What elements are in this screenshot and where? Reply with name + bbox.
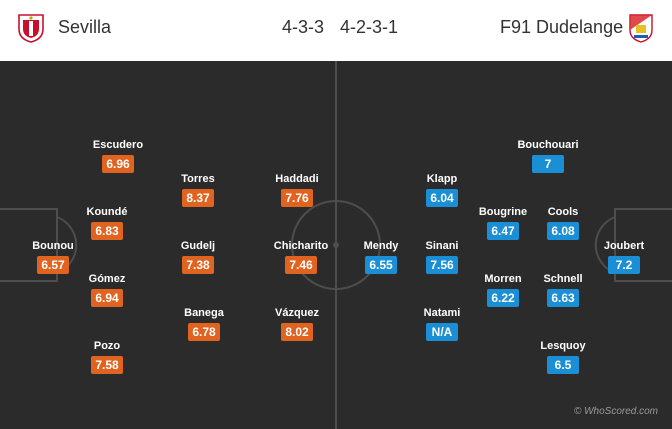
player-name: Vázquez [274,307,319,319]
player-sinani[interactable]: Sinani 7.56 [402,240,482,274]
player-name: Morren [484,273,522,285]
player-rating: 6.78 [188,323,220,341]
player-name: Joubert [603,240,645,252]
player-rating: 7.56 [426,256,458,274]
player-klapp[interactable]: Klapp 6.04 [402,173,482,207]
player-rating: 6.57 [37,256,69,274]
player-rating: 6.5 [547,356,579,374]
player-rating: 6.63 [547,289,579,307]
player-cools[interactable]: Cools 6.08 [523,206,603,240]
player-name: Bouchouari [517,139,579,151]
player-name: Klapp [426,173,458,185]
player-rating: 7.2 [608,256,640,274]
player-torres[interactable]: Torres 8.37 [158,173,238,207]
player-name: Lesquoy [540,340,586,352]
player-rating: 7.58 [91,356,123,374]
player-rating: 6.08 [547,222,579,240]
player-rating: 6.94 [91,289,123,307]
player-name: Haddadi [275,173,319,185]
player-joubert[interactable]: Joubert 7.2 [584,240,664,274]
player-gudelj[interactable]: Gudelj 7.38 [158,240,238,274]
player-name: Koundé [86,206,128,218]
player-name: Gudelj [180,240,216,252]
player-gomez[interactable]: Gómez 6.94 [67,273,147,307]
player-rating: 6.22 [487,289,519,307]
watermark: © WhoScored.com [573,406,658,417]
player-name: Banega [184,307,224,319]
player-name: Mendy [363,240,399,252]
player-natami[interactable]: Natami N/A [402,307,482,341]
player-vazquez[interactable]: Vázquez 8.02 [257,307,337,341]
player-name: Bounou [32,240,74,252]
dudelange-crest-icon [629,14,653,43]
player-name: Pozo [93,340,121,352]
player-bounou[interactable]: Bounou 6.57 [13,240,93,274]
player-rating: 6.83 [91,222,123,240]
player-name: Escudero [92,139,144,151]
player-schnell[interactable]: Schnell 6.63 [523,273,603,307]
away-team-name: F91 Dudelange [500,17,624,37]
player-name: Natami [423,307,461,319]
player-rating: 8.02 [281,323,313,341]
player-escudero[interactable]: Escudero 6.96 [78,139,158,173]
player-morren[interactable]: Morren 6.22 [463,273,543,307]
player-bougrine[interactable]: Bougrine 6.47 [463,206,543,240]
home-formation: 4-3-3 [282,17,325,37]
player-rating: 6.55 [365,256,397,274]
player-rating: 6.04 [426,189,458,207]
player-rating: 7 [532,155,564,173]
sevilla-crest-icon [18,14,44,43]
player-rating: 7.38 [182,256,214,274]
player-rating: 8.37 [182,189,214,207]
pitch: Bounou 6.57 Escudero 6.96 Koundé 6.83 Gó… [0,61,672,429]
away-formation: 4-2-3-1 [340,17,399,37]
player-name: Sinani [425,240,459,252]
player-chicharito[interactable]: Chicharito 7.46 [261,240,341,274]
home-team-name: Sevilla [58,17,112,37]
player-pozo[interactable]: Pozo 7.58 [67,340,147,374]
player-name: Schnell [543,273,583,285]
player-mendy[interactable]: Mendy 6.55 [341,240,421,274]
player-name: Gómez [88,273,126,285]
player-kounde[interactable]: Koundé 6.83 [67,206,147,240]
player-lesquoy[interactable]: Lesquoy 6.5 [523,340,603,374]
player-bouchouari[interactable]: Bouchouari 7 [508,139,588,173]
player-name: Cools [547,206,579,218]
player-banega[interactable]: Banega 6.78 [164,307,244,341]
player-rating: 7.46 [285,256,317,274]
player-rating: 6.47 [487,222,519,240]
player-name: Torres [181,173,215,185]
player-name: Bougrine [478,206,528,218]
player-haddadi[interactable]: Haddadi 7.76 [257,173,337,207]
player-rating: N/A [426,323,458,341]
player-rating: 6.96 [102,155,134,173]
player-name: Chicharito [273,240,329,252]
match-header: Sevilla 4-3-3 4-2-3-1 F91 Dudelange [0,0,672,61]
player-rating: 7.76 [281,189,313,207]
